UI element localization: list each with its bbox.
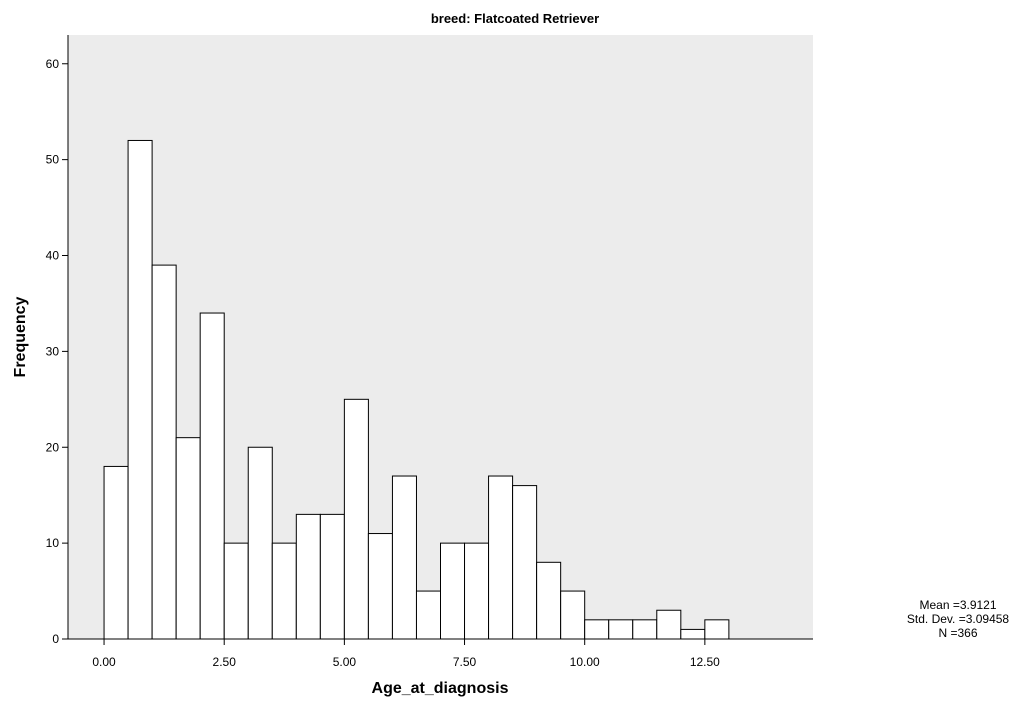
histogram-bar bbox=[536, 561, 562, 640]
histogram-bar bbox=[704, 619, 730, 640]
x-tick-label: 2.50 bbox=[213, 655, 237, 669]
y-ticks-group: 0 10 20 30 40 50 60 bbox=[46, 57, 68, 646]
bars-group bbox=[103, 139, 730, 640]
histogram-bar bbox=[560, 590, 586, 640]
histogram-bar bbox=[415, 590, 442, 640]
x-axis-label: Age_at_diagnosis bbox=[372, 680, 509, 697]
histogram-bar bbox=[199, 312, 225, 640]
histogram-bar bbox=[367, 533, 393, 640]
y-tick-label: 50 bbox=[46, 153, 60, 167]
histogram-bar bbox=[223, 542, 249, 640]
y-tick-label: 30 bbox=[46, 344, 60, 358]
histogram-bar bbox=[103, 465, 129, 640]
histogram-bar bbox=[343, 398, 369, 640]
histogram-bar bbox=[512, 485, 538, 640]
histogram-bar bbox=[464, 542, 490, 640]
y-tick-label: 0 bbox=[52, 632, 59, 646]
stats-box: Mean =3.9121 Std. Dev. =3.09458 N =366 bbox=[907, 598, 1010, 640]
histogram-bar bbox=[271, 542, 297, 640]
histogram-bar bbox=[584, 619, 610, 640]
histogram-bar bbox=[680, 628, 706, 640]
chart-title: breed: Flatcoated Retriever bbox=[431, 11, 599, 26]
x-tick-label: 10.00 bbox=[570, 655, 600, 669]
x-ticks-group: 0.00 2.50 5.00 7.50 10.00 12.50 bbox=[92, 639, 720, 669]
histogram-bar bbox=[608, 619, 634, 640]
histogram-bar bbox=[247, 446, 273, 640]
stats-n: N =366 bbox=[938, 626, 977, 640]
histogram-bar bbox=[632, 619, 658, 640]
histogram-bar bbox=[656, 609, 682, 640]
stats-std-dev: Std. Dev. =3.09458 bbox=[907, 612, 1010, 626]
x-tick-label: 7.50 bbox=[453, 655, 477, 669]
histogram-bar bbox=[488, 475, 514, 640]
histogram-bar bbox=[391, 475, 417, 640]
histogram-bar bbox=[319, 513, 345, 640]
stats-mean: Mean =3.9121 bbox=[919, 598, 996, 612]
y-tick-label: 60 bbox=[46, 57, 60, 71]
y-tick-label: 40 bbox=[46, 249, 60, 263]
x-tick-label: 12.50 bbox=[690, 655, 720, 669]
histogram-bar bbox=[295, 513, 321, 640]
histogram-bar bbox=[151, 264, 177, 640]
histogram-bar bbox=[127, 139, 153, 640]
histogram-bar bbox=[175, 437, 201, 640]
y-axis-label: Frequency bbox=[12, 296, 29, 377]
y-tick-label: 10 bbox=[46, 536, 60, 550]
x-tick-label: 5.00 bbox=[333, 655, 357, 669]
axes-group bbox=[67, 35, 813, 640]
x-tick-label: 0.00 bbox=[92, 655, 116, 669]
histogram-bar bbox=[440, 542, 466, 640]
y-tick-label: 20 bbox=[46, 440, 60, 454]
